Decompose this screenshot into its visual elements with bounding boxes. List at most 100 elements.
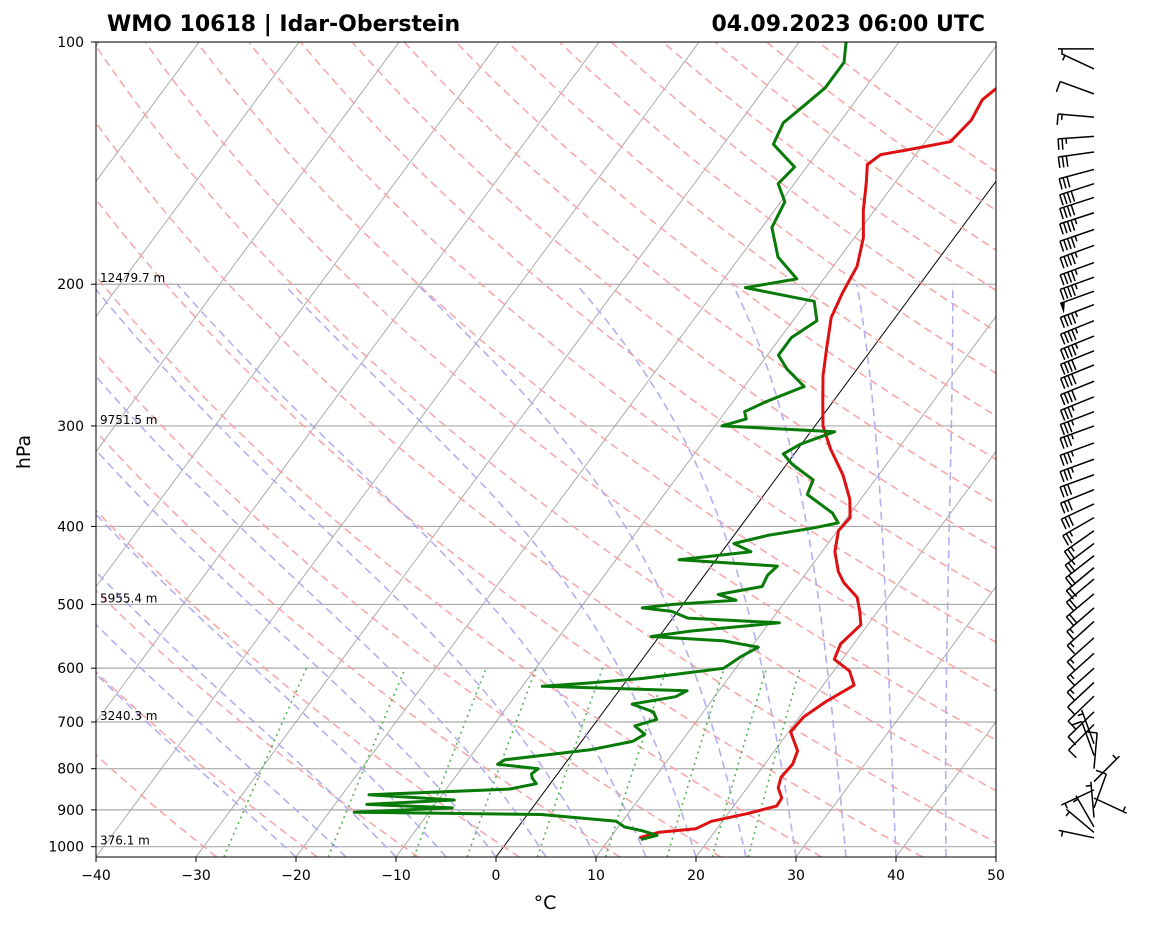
wind-barb bbox=[1057, 151, 1095, 169]
wind-barb-staff bbox=[1059, 261, 1095, 276]
wind-barb-half-feather bbox=[1074, 218, 1078, 225]
wind-barb bbox=[1067, 695, 1095, 730]
isotherm-line bbox=[96, 42, 600, 723]
wind-barb-staff bbox=[1060, 350, 1095, 366]
wind-barb-feather bbox=[1067, 706, 1076, 716]
wind-barb-feather bbox=[1059, 471, 1065, 483]
moist-adiabat-line bbox=[96, 570, 397, 857]
dry-adiabat-line bbox=[455, 42, 996, 461]
wind-barb-staff bbox=[1061, 53, 1095, 70]
dewpoint-profile bbox=[352, 42, 848, 842]
y-tick-label: 600 bbox=[57, 661, 84, 677]
y-tick-label: 900 bbox=[57, 803, 84, 819]
wind-barb-feather bbox=[1063, 408, 1070, 420]
isotherm-line bbox=[96, 42, 500, 588]
wind-barb-feather bbox=[1095, 769, 1107, 775]
wind-barb-staff bbox=[1067, 681, 1095, 708]
y-tick-label: 700 bbox=[57, 715, 84, 731]
wind-barb-staff bbox=[1059, 244, 1095, 259]
wind-barb-staff bbox=[1058, 151, 1095, 158]
wind-barb-feather bbox=[1066, 271, 1073, 283]
wind-barb-half-feather bbox=[1065, 811, 1071, 817]
y-tick-label: 400 bbox=[57, 519, 84, 535]
wind-barb-feather bbox=[1067, 736, 1077, 746]
wind-barb bbox=[1060, 503, 1095, 530]
wind-barb-half-feather bbox=[1069, 689, 1075, 695]
wind-barb-staff bbox=[1058, 135, 1095, 140]
wind-barb-feather bbox=[1071, 329, 1077, 341]
wind-barb-half-feather bbox=[1061, 55, 1066, 61]
moist-adiabat-line bbox=[856, 284, 897, 857]
wind-barb-half-feather bbox=[1070, 546, 1075, 552]
chart-title-datetime: 04.09.2023 06:00 UTC bbox=[711, 12, 985, 37]
wind-barb-feather bbox=[1067, 314, 1073, 326]
wind-barb bbox=[1059, 320, 1095, 345]
wind-barb-feather bbox=[1061, 138, 1064, 150]
wind-barb-feather bbox=[1067, 720, 1077, 730]
wind-barb-staff bbox=[1060, 320, 1095, 335]
wind-barb-half-feather bbox=[1069, 674, 1075, 680]
wind-barb-staff bbox=[1067, 695, 1095, 722]
wind-barb-half-feather bbox=[1069, 642, 1075, 648]
wind-barb-feather bbox=[1059, 486, 1065, 498]
moist-adiabat-line bbox=[96, 288, 597, 857]
wind-barb-feather bbox=[1070, 219, 1076, 231]
wind-barb-half-feather bbox=[1122, 806, 1127, 812]
wind-barb-feather bbox=[1061, 156, 1065, 168]
temperature-profile bbox=[638, 86, 996, 840]
wind-barb-feather bbox=[1066, 254, 1073, 266]
wind-barb bbox=[1065, 555, 1095, 588]
height-label: 9751.5 m bbox=[100, 413, 158, 427]
wind-barb bbox=[1059, 458, 1095, 483]
y-tick-label: 200 bbox=[57, 277, 84, 293]
wind-barb-staff bbox=[1064, 542, 1095, 566]
wind-barb bbox=[1065, 567, 1095, 600]
dry-adiabat-line bbox=[96, 121, 996, 844]
wind-barb-pennant bbox=[1060, 301, 1065, 314]
wind-barb bbox=[1066, 620, 1095, 655]
dry-adiabat-line bbox=[96, 670, 318, 857]
mixing-ratio-line bbox=[536, 667, 604, 857]
wind-barb-staff bbox=[1066, 637, 1095, 663]
wind-barb bbox=[1064, 542, 1095, 575]
wind-barb-feather bbox=[1070, 285, 1076, 296]
wind-barb-staff bbox=[1068, 723, 1095, 751]
wind-barb-feather bbox=[1063, 453, 1069, 465]
wind-barb bbox=[1059, 364, 1095, 389]
wind-barb-feather bbox=[1057, 138, 1060, 150]
wind-barb-feather bbox=[1068, 599, 1078, 609]
wind-barb-feather bbox=[1059, 257, 1065, 269]
wind-barb-half-feather bbox=[1074, 311, 1078, 318]
wind-barb-feather bbox=[1067, 499, 1073, 511]
height-label: 376.1 m bbox=[100, 834, 150, 848]
wind-barb-half-feather bbox=[1074, 327, 1079, 334]
x-tick-label: −40 bbox=[81, 868, 111, 884]
wind-barb-feather bbox=[1067, 361, 1073, 372]
wind-barb bbox=[1067, 711, 1095, 746]
wind-barb-half-feather bbox=[1072, 798, 1079, 803]
wind-barb bbox=[1071, 720, 1095, 756]
isotherm-line bbox=[195, 42, 800, 857]
wind-barb bbox=[1066, 652, 1095, 687]
wind-barb-staff bbox=[1060, 396, 1095, 411]
wind-barb bbox=[1066, 607, 1095, 641]
wind-barb-feather bbox=[1065, 155, 1069, 167]
wind-barb-feather bbox=[1063, 469, 1069, 481]
dry-adiabat-line bbox=[507, 42, 996, 417]
background-lines bbox=[96, 42, 996, 857]
wind-barb-feather bbox=[1066, 691, 1076, 701]
dry-adiabat-line bbox=[96, 198, 923, 857]
wind-barb-feather bbox=[1066, 661, 1076, 671]
dry-adiabat-line bbox=[766, 42, 996, 212]
isotherm-line bbox=[96, 42, 700, 857]
wind-barb bbox=[1059, 396, 1095, 421]
wind-barb-feather bbox=[1068, 749, 1077, 759]
wind-barb-feather bbox=[1063, 239, 1069, 251]
wind-barb-feather bbox=[1067, 391, 1073, 403]
wind-barb-staff bbox=[1065, 808, 1095, 833]
dry-adiabat-line bbox=[404, 42, 996, 505]
dry-adiabat-line bbox=[196, 42, 996, 692]
dry-adiabat-line bbox=[611, 42, 996, 333]
wind-barb-feather bbox=[1062, 222, 1068, 234]
